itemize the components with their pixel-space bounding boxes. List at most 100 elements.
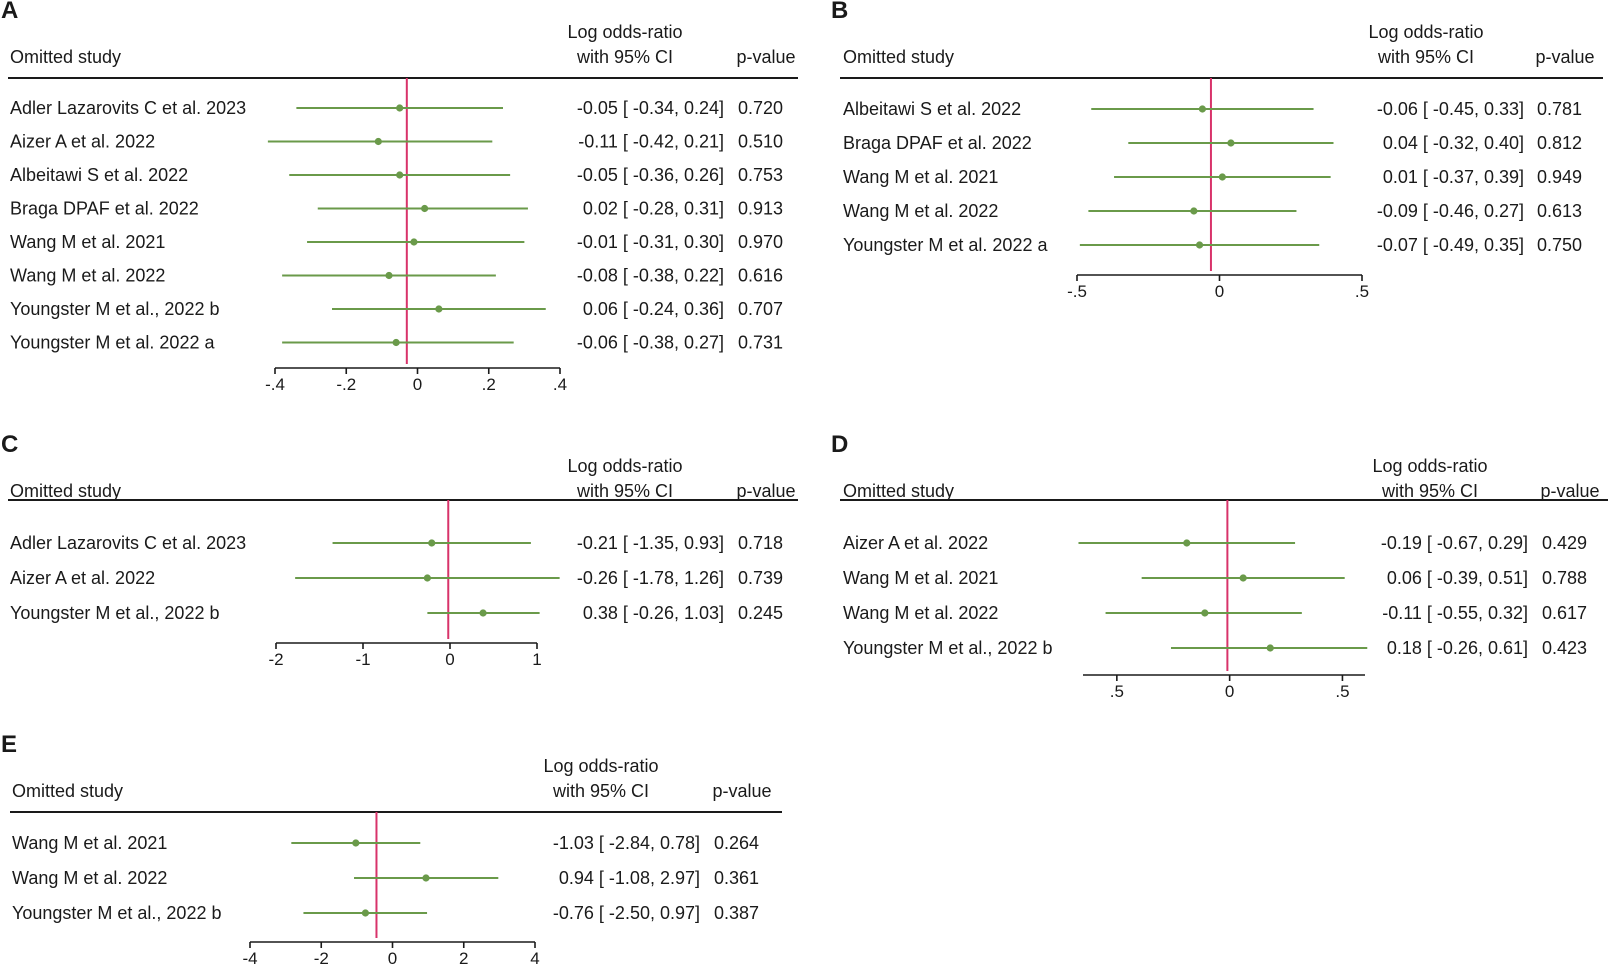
x-tick-label: 0 bbox=[1215, 282, 1224, 301]
x-tick-label: 1 bbox=[532, 650, 541, 669]
ci-text: -0.11 [ -0.55, 0.32] bbox=[1382, 603, 1528, 623]
point-estimate bbox=[396, 104, 404, 112]
header-p-value: p-value bbox=[736, 481, 795, 501]
x-tick-label: .2 bbox=[482, 375, 496, 394]
panel-c: C Omitted study Log odds-ratio with 95% CI p… bbox=[1, 431, 798, 669]
x-tick-label: -.5 bbox=[1067, 282, 1087, 301]
header-omitted-study: Omitted study bbox=[843, 47, 954, 67]
point-estimate bbox=[1218, 173, 1226, 181]
point-estimate bbox=[1227, 139, 1235, 147]
p-value-text: 0.750 bbox=[1537, 235, 1582, 255]
p-value-text: 0.731 bbox=[738, 333, 783, 353]
header-p-value: p-value bbox=[1540, 481, 1599, 501]
point-estimate bbox=[1239, 574, 1247, 582]
panel-letter: B bbox=[831, 0, 848, 24]
study-row: Wang M et al. 2021 -1.03 [ -2.84, 0.78] 0.… bbox=[12, 833, 759, 853]
p-value-text: 0.423 bbox=[1542, 638, 1587, 658]
study-row: Wang M et al. 2021 0.06 [ -0.39, 0.51] 0.7… bbox=[843, 568, 1587, 588]
x-tick-label: .4 bbox=[553, 375, 567, 394]
p-value-text: 0.753 bbox=[738, 165, 783, 185]
panel-a: A Omitted study Log odds-ratio with 95% CI p… bbox=[1, 0, 798, 394]
study-label: Aizer A et al. 2022 bbox=[10, 568, 155, 588]
header-omitted-study: Omitted study bbox=[843, 481, 954, 501]
panel-letter: D bbox=[831, 431, 848, 458]
p-value-text: 0.617 bbox=[1542, 603, 1587, 623]
study-label: Albeitawi S et al. 2022 bbox=[843, 99, 1021, 119]
header-omitted-study: Omitted study bbox=[12, 781, 123, 801]
study-row: Wang M et al. 2022 -0.11 [ -0.55, 0.32] 0.… bbox=[843, 603, 1587, 623]
point-estimate bbox=[435, 305, 443, 313]
study-row: Youngster M et al., 2022 b 0.18 [ -0.26, … bbox=[843, 638, 1587, 658]
point-estimate bbox=[479, 609, 487, 617]
header-omitted-study: Omitted study bbox=[10, 47, 121, 67]
study-label: Wang M et al. 2022 bbox=[843, 603, 998, 623]
p-value-text: 0.361 bbox=[714, 868, 759, 888]
header-with-95-ci: with 95% CI bbox=[552, 781, 649, 801]
ci-text: 0.18 [ -0.26, 0.61] bbox=[1387, 638, 1528, 658]
x-tick-label: -.2 bbox=[336, 375, 356, 394]
x-tick-label: -2 bbox=[314, 949, 329, 966]
study-row: Wang M et al. 2021 -0.01 [ -0.31, 0.30] 0.… bbox=[10, 232, 783, 252]
ci-text: 0.94 [ -1.08, 2.97] bbox=[559, 868, 700, 888]
p-value-text: 0.949 bbox=[1537, 167, 1582, 187]
header-with-95-ci: with 95% CI bbox=[1381, 481, 1478, 501]
study-label: Braga DPAF et al. 2022 bbox=[10, 199, 199, 219]
study-row: Aizer A et al. 2022 -0.11 [ -0.42, 0.21] 0… bbox=[10, 132, 783, 152]
ci-text: -0.08 [ -0.38, 0.22] bbox=[577, 266, 724, 286]
x-tick-label: -4 bbox=[242, 949, 257, 966]
p-value-text: 0.429 bbox=[1542, 533, 1587, 553]
panel-b: B Omitted study Log odds-ratio with 95% CI p… bbox=[831, 0, 1603, 301]
p-value-text: 0.264 bbox=[714, 833, 759, 853]
study-label: Aizer A et al. 2022 bbox=[843, 533, 988, 553]
study-label: Youngster M et al., 2022 b bbox=[12, 903, 221, 923]
point-estimate bbox=[1195, 241, 1204, 249]
p-value-text: 0.970 bbox=[738, 232, 783, 252]
x-tick-label: .5 bbox=[1335, 682, 1349, 701]
study-row: Wang M et al. 2022 0.94 [ -1.08, 2.97] 0.3… bbox=[12, 868, 759, 888]
ci-text: 0.04 [ -0.32, 0.40] bbox=[1383, 133, 1524, 153]
point-estimate bbox=[1198, 105, 1206, 113]
point-estimate bbox=[423, 574, 431, 582]
study-row: Braga DPAF et al. 2022 0.04 [ -0.32, 0.40… bbox=[843, 133, 1582, 153]
study-label: Youngster M et al., 2022 b bbox=[10, 299, 219, 319]
study-label: Adler Lazarovits C et al. 2023 bbox=[10, 98, 246, 118]
panel-letter: A bbox=[1, 0, 18, 24]
panel-letter: E bbox=[1, 731, 17, 758]
header-log-odds-ratio: Log odds-ratio bbox=[567, 22, 682, 42]
ci-text: -0.11 [ -0.42, 0.21] bbox=[578, 132, 724, 152]
x-tick-label: 0 bbox=[1225, 682, 1234, 701]
p-value-text: 0.720 bbox=[738, 98, 783, 118]
point-estimate bbox=[1190, 207, 1198, 215]
x-tick-label: 2 bbox=[459, 949, 468, 966]
header-p-value: p-value bbox=[1535, 47, 1594, 67]
point-estimate bbox=[352, 839, 360, 847]
study-label: Youngster M et al. 2022 a bbox=[843, 235, 1048, 255]
p-value-text: 0.788 bbox=[1542, 568, 1587, 588]
point-estimate bbox=[385, 271, 393, 280]
x-tick-label: 0 bbox=[388, 949, 397, 966]
p-value-text: 0.613 bbox=[1537, 201, 1582, 221]
panel-e: E Omitted study Log odds-ratio with 95% CI p… bbox=[1, 731, 782, 966]
p-value-text: 0.718 bbox=[738, 533, 783, 553]
ci-text: -0.06 [ -0.45, 0.33] bbox=[1377, 99, 1524, 119]
study-label: Wang M et al. 2021 bbox=[843, 167, 998, 187]
p-value-text: 0.781 bbox=[1537, 99, 1582, 119]
ci-text: -0.07 [ -0.49, 0.35] bbox=[1377, 235, 1524, 255]
study-label: Youngster M et al., 2022 b bbox=[10, 603, 219, 623]
header-log-odds-ratio: Log odds-ratio bbox=[1368, 22, 1483, 42]
study-row: Youngster M et al. 2022 a -0.07 [ -0.49, … bbox=[843, 235, 1582, 255]
study-label: Wang M et al. 2021 bbox=[843, 568, 998, 588]
header-omitted-study: Omitted study bbox=[10, 481, 121, 501]
header-p-value: p-value bbox=[736, 47, 795, 67]
point-estimate bbox=[392, 338, 400, 347]
header-log-odds-ratio: Log odds-ratio bbox=[543, 756, 658, 776]
study-row: Youngster M et al., 2022 b 0.38 [ -0.26, … bbox=[10, 603, 783, 623]
header-with-95-ci: with 95% CI bbox=[1377, 47, 1474, 67]
study-label: Youngster M et al. 2022 a bbox=[10, 333, 215, 353]
study-row: Adler Lazarovits C et al. 2023 -0.21 [ -1… bbox=[10, 533, 783, 553]
p-value-text: 0.739 bbox=[738, 568, 783, 588]
study-label: Aizer A et al. 2022 bbox=[10, 132, 155, 152]
study-row: Aizer A et al. 2022 -0.19 [ -0.67, 0.29] 0… bbox=[843, 533, 1587, 553]
study-row: Wang M et al. 2021 0.01 [ -0.37, 0.39] 0.9… bbox=[843, 167, 1582, 187]
